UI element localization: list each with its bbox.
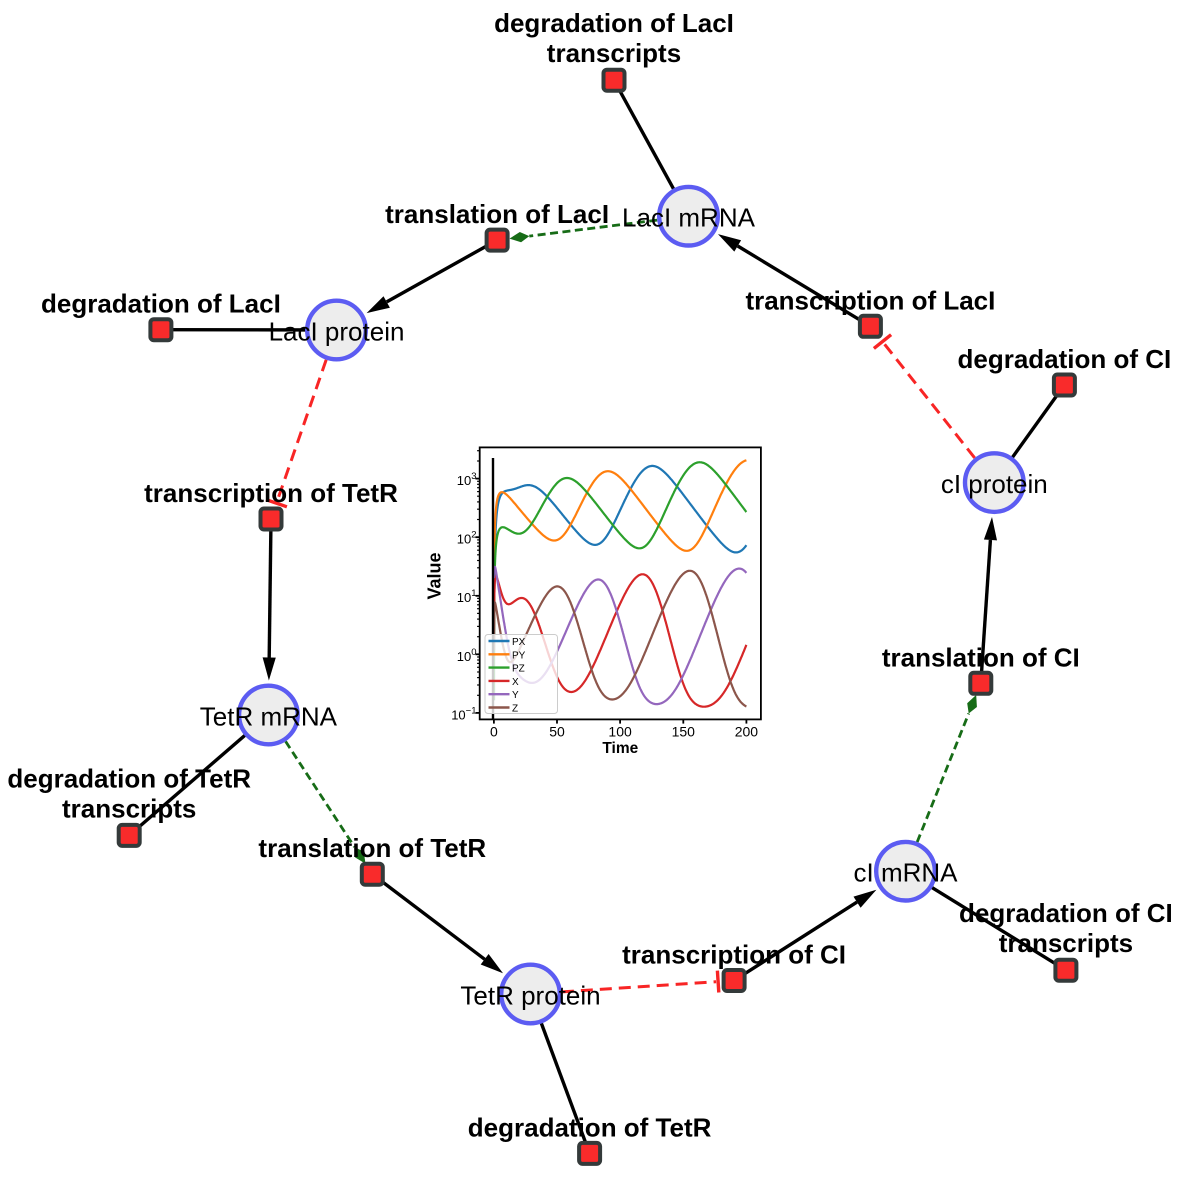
svg-text:101: 101 <box>457 588 477 605</box>
svg-text:Y: Y <box>512 690 519 701</box>
svg-text:degradation of CI: degradation of CI <box>958 344 1172 374</box>
svg-text:transcripts: transcripts <box>62 793 196 823</box>
svg-text:degradation of LacI: degradation of LacI <box>494 8 734 38</box>
svg-text:transcription of LacI: transcription of LacI <box>745 285 995 315</box>
svg-text:PY: PY <box>512 650 526 661</box>
svg-text:Value: Value <box>425 552 445 599</box>
svg-text:PX: PX <box>512 637 526 648</box>
svg-text:102: 102 <box>457 530 477 547</box>
svg-text:100: 100 <box>457 647 477 664</box>
svg-text:100: 100 <box>608 724 632 740</box>
svg-text:translation of TetR: translation of TetR <box>258 833 486 863</box>
svg-text:transcription of TetR: transcription of TetR <box>144 478 398 508</box>
svg-text:Time: Time <box>602 740 638 757</box>
svg-text:TetR mRNA: TetR mRNA <box>200 702 338 732</box>
svg-text:transcripts: transcripts <box>999 928 1133 958</box>
svg-text:0: 0 <box>490 724 498 740</box>
svg-text:degradation of CI: degradation of CI <box>959 898 1173 928</box>
svg-text:Z: Z <box>512 704 518 715</box>
svg-text:transcripts: transcripts <box>547 38 681 68</box>
svg-text:PZ: PZ <box>512 664 525 675</box>
svg-text:TetR protein: TetR protein <box>460 981 600 1011</box>
svg-text:translation of CI: translation of CI <box>882 642 1080 672</box>
svg-text:X: X <box>512 677 519 688</box>
svg-text:50: 50 <box>549 724 565 740</box>
svg-text:150: 150 <box>672 724 696 740</box>
svg-text:10−1: 10−1 <box>451 705 476 722</box>
svg-text:LacI mRNA: LacI mRNA <box>622 203 756 233</box>
svg-text:transcription of CI: transcription of CI <box>622 940 846 970</box>
svg-text:103: 103 <box>457 471 477 488</box>
svg-text:degradation of LacI: degradation of LacI <box>41 289 281 319</box>
svg-text:cI mRNA: cI mRNA <box>854 858 959 888</box>
svg-text:LacI protein: LacI protein <box>269 317 405 347</box>
svg-text:translation of LacI: translation of LacI <box>385 199 609 229</box>
svg-text:degradation of TetR: degradation of TetR <box>468 1112 712 1142</box>
svg-text:200: 200 <box>735 724 759 740</box>
svg-text:cI protein: cI protein <box>941 469 1048 499</box>
svg-text:degradation of TetR: degradation of TetR <box>7 763 251 793</box>
